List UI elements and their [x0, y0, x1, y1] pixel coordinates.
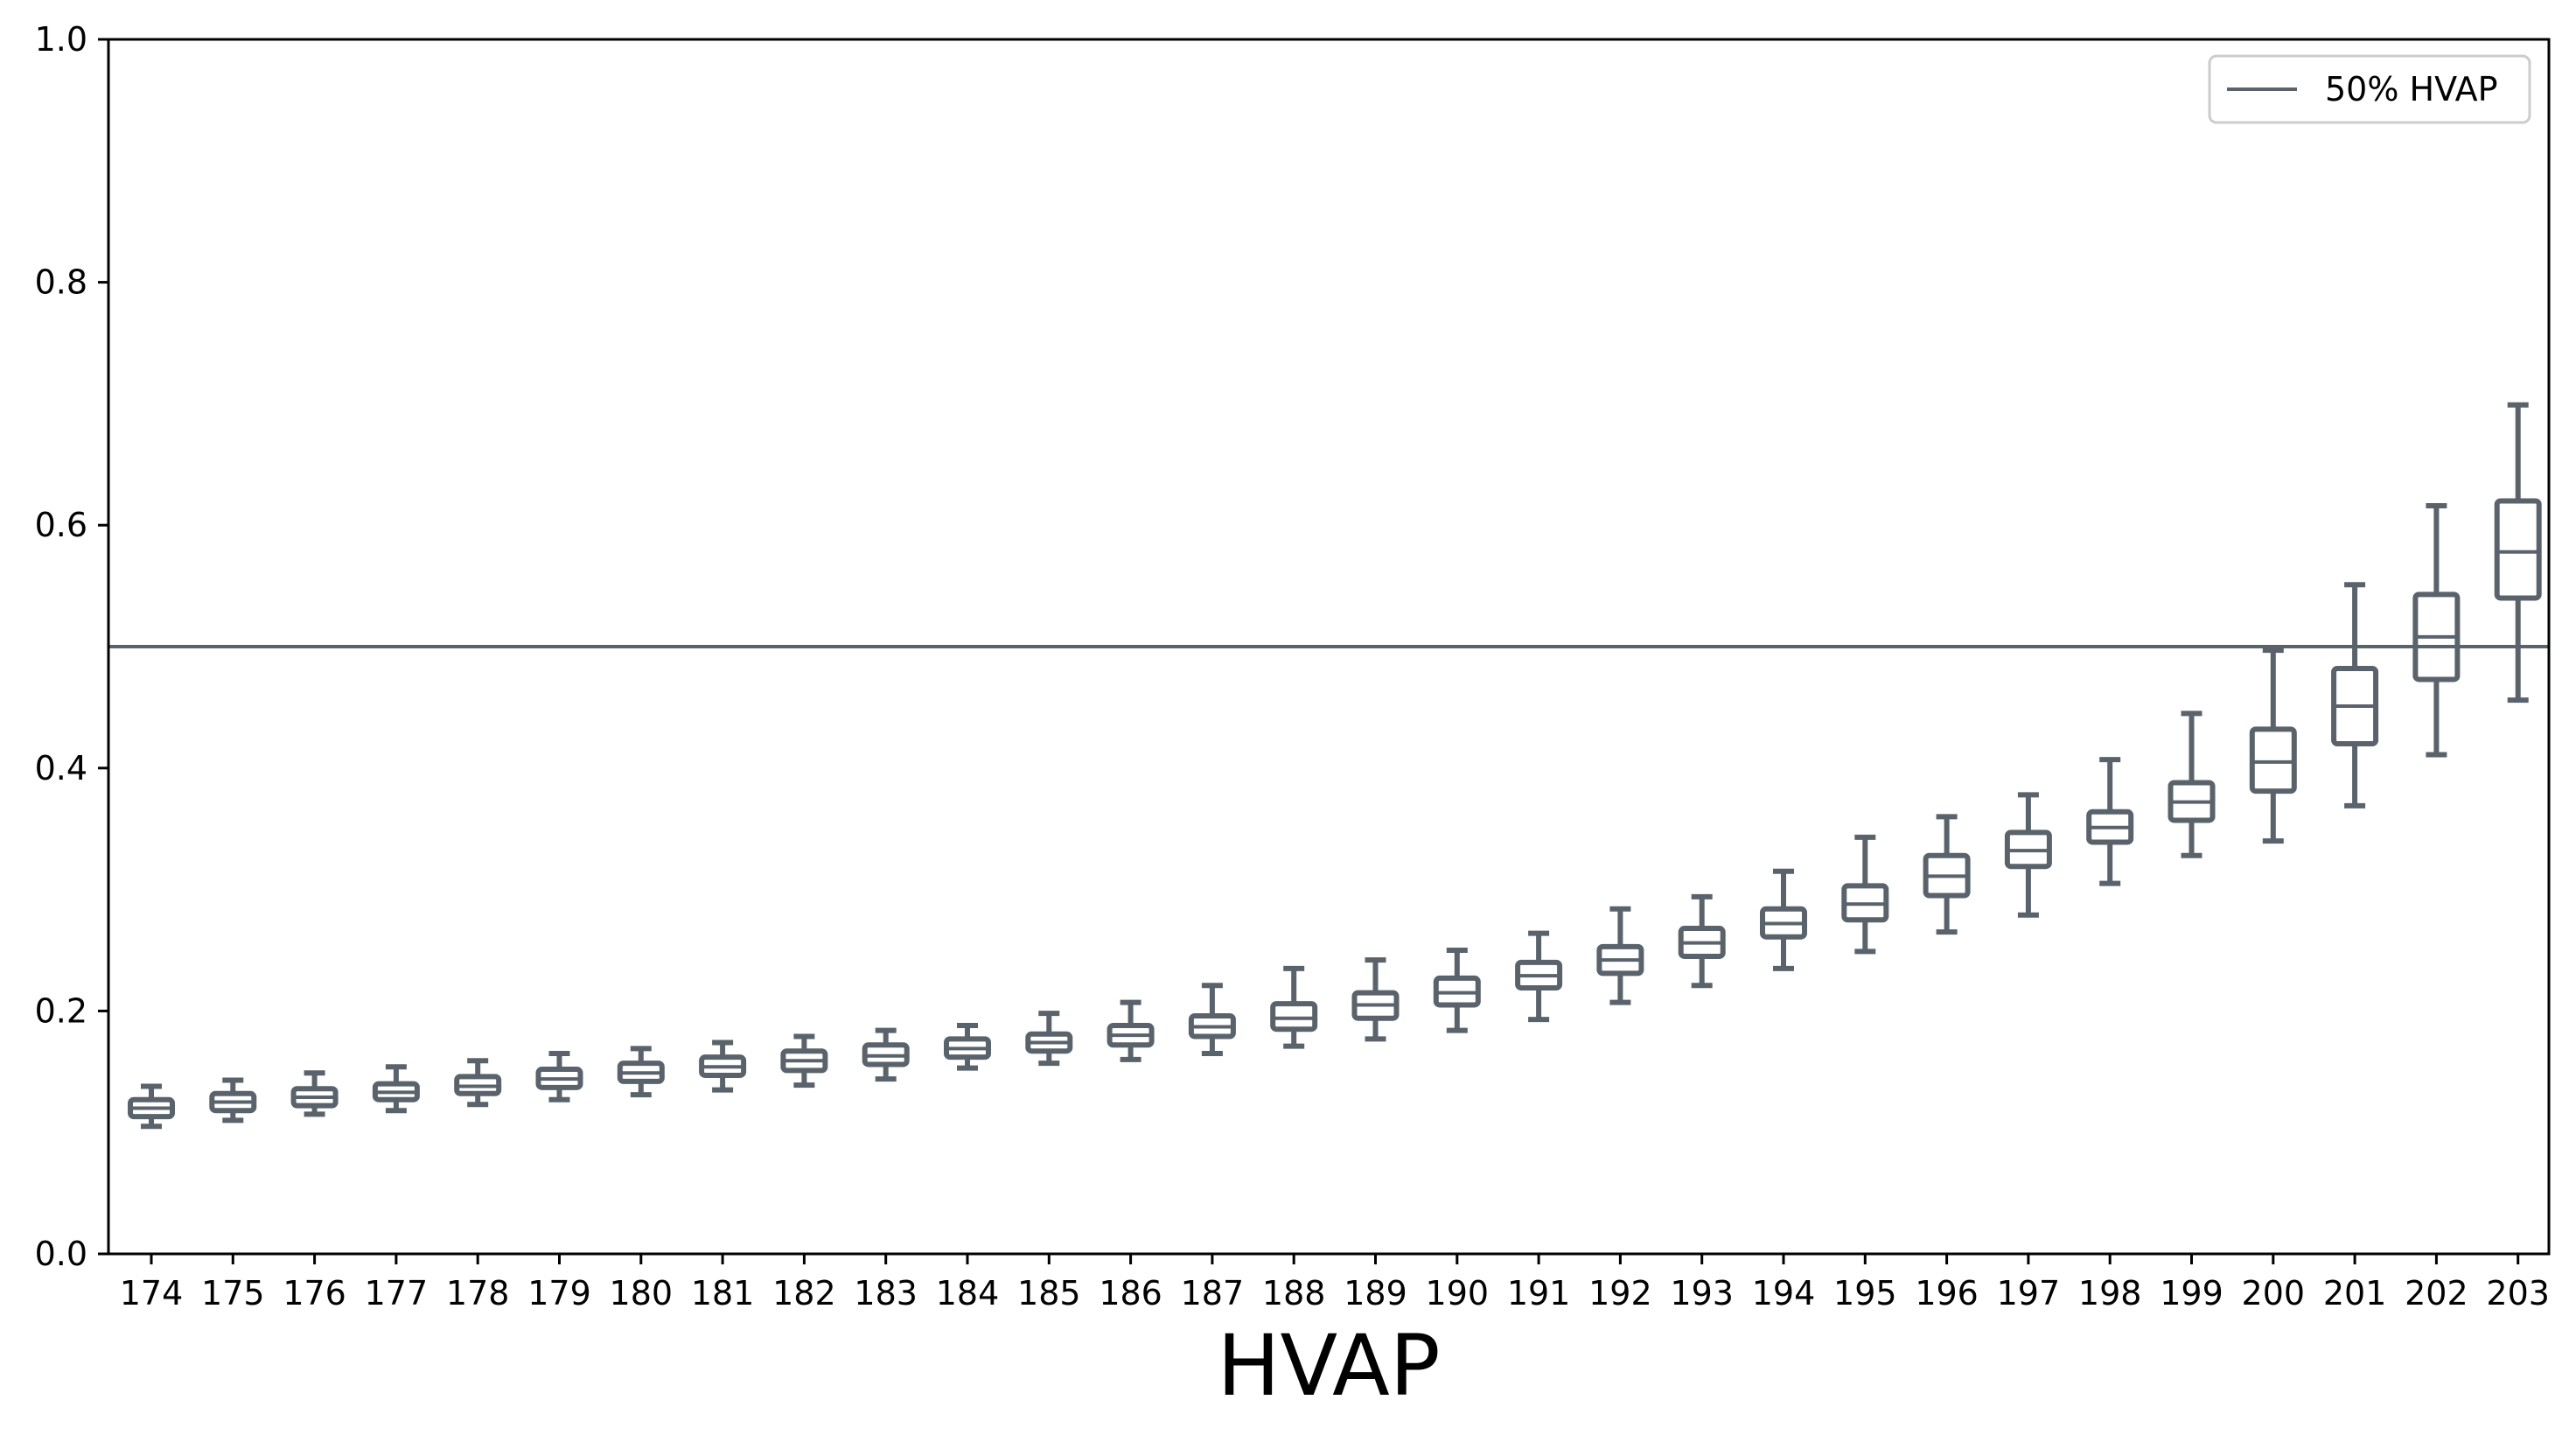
x-tick-label: 178 [446, 1274, 510, 1312]
box-178 [454, 1058, 502, 1108]
x-tick-label: 183 [854, 1274, 918, 1312]
box-181 [699, 1040, 747, 1093]
plot-frame [107, 38, 2551, 1256]
box-193 [1678, 893, 1726, 989]
x-tick-label: 181 [691, 1274, 755, 1312]
x-tick-label: 190 [1426, 1274, 1490, 1312]
y-tick-label: 0.0 [35, 1235, 87, 1273]
x-tick-label: 185 [1017, 1274, 1081, 1312]
x-tick-label: 191 [1507, 1274, 1571, 1312]
box-180 [617, 1046, 665, 1098]
x-tick-label: 174 [120, 1274, 184, 1312]
box-198 [2086, 757, 2134, 886]
box-192 [1596, 906, 1644, 1005]
x-tick-label: 188 [1262, 1274, 1326, 1312]
box-175 [209, 1077, 257, 1124]
x-tick-label: 175 [201, 1274, 265, 1312]
x-tick-label: 179 [527, 1274, 591, 1312]
y-tick-label: 0.8 [35, 263, 87, 302]
x-tick-label: 194 [1752, 1274, 1816, 1312]
box-176 [290, 1070, 339, 1117]
x-tick-label: 203 [2486, 1274, 2550, 1312]
box-179 [535, 1050, 583, 1102]
box-191 [1515, 930, 1563, 1023]
x-tick-label: 193 [1670, 1274, 1734, 1312]
box-174 [128, 1083, 175, 1130]
box-182 [780, 1033, 828, 1088]
y-tick-label: 0.2 [35, 991, 87, 1030]
x-tick-label: 200 [2242, 1274, 2306, 1312]
box-183 [862, 1027, 910, 1082]
box-190 [1433, 948, 1481, 1033]
box-iqr [1270, 1001, 1318, 1032]
x-tick-label: 197 [1997, 1274, 2061, 1312]
x-tick-label: 176 [283, 1274, 346, 1312]
x-tick-label: 187 [1181, 1274, 1245, 1312]
legend-label: 50% HVAP [2325, 70, 2498, 108]
box-188 [1270, 965, 1318, 1049]
legend: 50% HVAP [2208, 54, 2531, 124]
box-201 [2331, 582, 2379, 808]
box-187 [1188, 983, 1236, 1056]
box-185 [1025, 1011, 1073, 1067]
box-199 [2168, 710, 2216, 858]
axes-layer: 0.0 0.2 0.4 0.6 0.8 1.0 174 175 176 177 178 179 180 1… [35, 20, 2551, 1312]
box-197 [2004, 792, 2052, 918]
box-189 [1351, 957, 1400, 1042]
x-tick-label: 192 [1588, 1274, 1652, 1312]
x-tick-label: 198 [2078, 1274, 2142, 1312]
y-tick-label: 0.4 [35, 749, 87, 788]
x-tick-label: 196 [1915, 1274, 1979, 1312]
x-tick-label: 201 [2323, 1274, 2387, 1312]
legend-box [2208, 54, 2531, 124]
x-tick-label: 180 [610, 1274, 674, 1312]
x-tick-label: 189 [1344, 1274, 1407, 1312]
box-iqr [2494, 498, 2542, 601]
box-195 [1841, 834, 1889, 955]
box-184 [944, 1023, 991, 1071]
x-tick-label: 182 [772, 1274, 836, 1312]
y-tick-label: 0.6 [35, 506, 87, 544]
x-tick-label: 184 [936, 1274, 1000, 1312]
box-200 [2249, 648, 2297, 844]
box-203 [2494, 402, 2542, 704]
x-tick-label: 186 [1099, 1274, 1162, 1312]
x-tick-label: 195 [1833, 1274, 1897, 1312]
box-186 [1106, 999, 1155, 1062]
x-tick-label: 177 [365, 1274, 429, 1312]
box-202 [2412, 502, 2461, 758]
box-196 [1923, 814, 1971, 935]
boxes-layer [128, 402, 2542, 1130]
box-iqr [2249, 726, 2297, 794]
box-177 [372, 1064, 420, 1114]
x-tick-label: 199 [2160, 1274, 2223, 1312]
x-tick-label: 202 [2405, 1274, 2468, 1312]
y-tick-label: 1.0 [35, 20, 87, 59]
box-194 [1760, 868, 1807, 971]
x-axis-title: HVAP [1217, 1317, 1440, 1415]
